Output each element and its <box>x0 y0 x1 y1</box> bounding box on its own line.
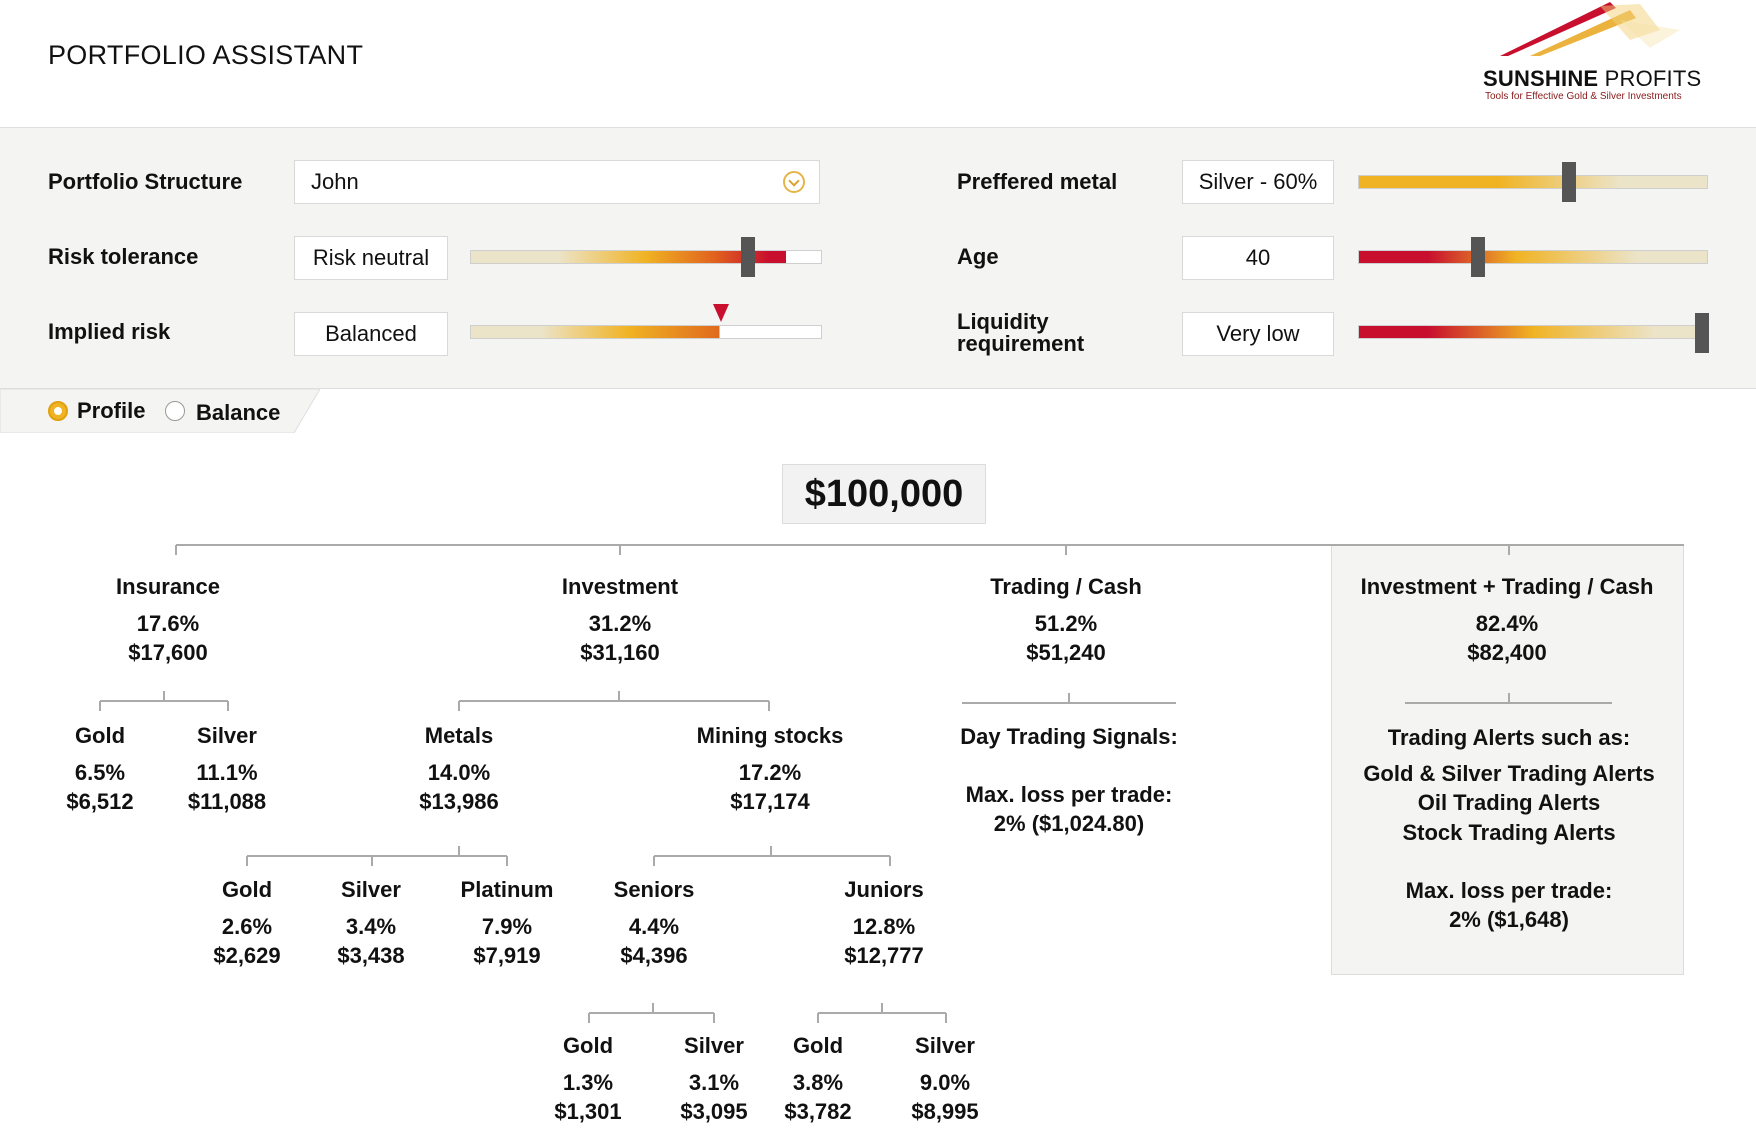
preferred-metal-label: Preffered metal <box>957 169 1118 194</box>
liquidity-slider[interactable] <box>1358 313 1709 353</box>
risk-tolerance-label: Risk tolerance <box>48 244 199 269</box>
node-metals-silver: Silver 3.4% $3,438 <box>337 877 405 969</box>
node-seniors: Seniors 4.4% $4,396 <box>613 877 695 969</box>
node-metals-gold: Gold 2.6% $2,629 <box>213 877 281 969</box>
node-investment: Investment 31.2% $31,160 <box>561 574 679 666</box>
portfolio-total: $100,000 <box>782 464 986 524</box>
tabs-background <box>0 389 320 433</box>
trading-alerts-title: Trading Alerts such as: <box>1387 725 1631 750</box>
node-insurance-gold: Gold 6.5% $6,512 <box>66 723 134 815</box>
age-label: Age <box>957 244 999 269</box>
app-title: PORTFOLIO ASSISTANT <box>48 40 364 70</box>
liquidity-slider-thumb[interactable] <box>1695 313 1709 353</box>
node-juniors-silver: Silver 9.0% $8,995 <box>911 1033 979 1125</box>
implied-risk-value: Balanced <box>294 312 448 356</box>
age-slider[interactable] <box>1358 237 1708 277</box>
chevron-down-icon[interactable] <box>783 171 805 193</box>
node-mining-stocks: Mining stocks 17.2% $17,174 <box>696 723 844 815</box>
preferred-metal-slider[interactable] <box>1358 162 1708 202</box>
implied-risk-label: Implied risk <box>48 319 171 344</box>
balance-radio[interactable] <box>165 401 185 421</box>
node-seniors-gold: Gold 1.3% $1,301 <box>554 1033 622 1125</box>
combo-max-loss-label: Max. loss per trade: <box>1405 878 1613 903</box>
combo-panel <box>1331 545 1684 975</box>
implied-risk-marker-icon <box>713 304 729 322</box>
node-insurance-silver: Silver 11.1% $11,088 <box>187 723 267 815</box>
alert-gold-silver: Gold & Silver Trading Alerts <box>1363 761 1655 786</box>
day-trading-signals: Day Trading Signals: <box>960 724 1178 749</box>
trading-max-loss-label: Max. loss per trade: <box>965 782 1173 807</box>
logo-tagline: Tools for Effective Gold & Silver Invest… <box>1485 91 1682 102</box>
sunshine-profits-logo: SUNSHINE PROFITS Tools for Effective Gol… <box>1470 0 1730 110</box>
trading-max-loss-value: 2% ($1,024.80) <box>993 811 1145 836</box>
node-combo: Investment + Trading / Cash 82.4% $82,400 <box>1360 574 1654 666</box>
age-value: 40 <box>1182 236 1334 280</box>
node-metals-platinum: Platinum 7.9% $7,919 <box>460 877 554 969</box>
tab-balance[interactable]: Balance <box>196 400 281 425</box>
controls-panel: Portfolio Structure John Risk tolerance … <box>0 127 1756 389</box>
logo-swoosh-icon <box>1500 2 1680 56</box>
view-tabs: Profile Balance <box>0 389 320 433</box>
profile-radio[interactable] <box>48 401 68 421</box>
node-insurance: Insurance 17.6% $17,600 <box>116 574 220 666</box>
node-seniors-silver: Silver 3.1% $3,095 <box>680 1033 748 1125</box>
alert-stock: Stock Trading Alerts <box>1402 820 1616 845</box>
combo-max-loss-value: 2% ($1,648) <box>1449 907 1569 932</box>
liquidity-label: Liquidity requirement <box>957 309 1085 356</box>
logo-name: SUNSHINE PROFITS <box>1483 66 1702 91</box>
risk-tolerance-slider[interactable] <box>470 237 822 277</box>
node-juniors-gold: Gold 3.8% $3,782 <box>784 1033 852 1125</box>
node-trading-cash: Trading / Cash 51.2% $51,240 <box>990 574 1142 666</box>
preferred-metal-value: Silver - 60% <box>1182 160 1334 204</box>
portfolio-structure-dropdown[interactable]: John <box>294 160 820 204</box>
risk-tolerance-slider-thumb[interactable] <box>741 237 755 277</box>
node-juniors: Juniors 12.8% $12,777 <box>844 877 924 969</box>
implied-risk-meter <box>470 304 822 339</box>
preferred-metal-slider-thumb[interactable] <box>1562 162 1576 202</box>
tab-profile[interactable]: Profile <box>77 398 146 423</box>
alert-oil: Oil Trading Alerts <box>1417 790 1601 815</box>
portfolio-structure-value: John <box>311 169 359 194</box>
age-slider-thumb[interactable] <box>1471 237 1485 277</box>
portfolio-structure-label: Portfolio Structure <box>48 169 243 194</box>
liquidity-value: Very low <box>1182 312 1334 356</box>
node-metals: Metals 14.0% $13,986 <box>419 723 499 815</box>
risk-tolerance-value: Risk neutral <box>294 236 448 280</box>
